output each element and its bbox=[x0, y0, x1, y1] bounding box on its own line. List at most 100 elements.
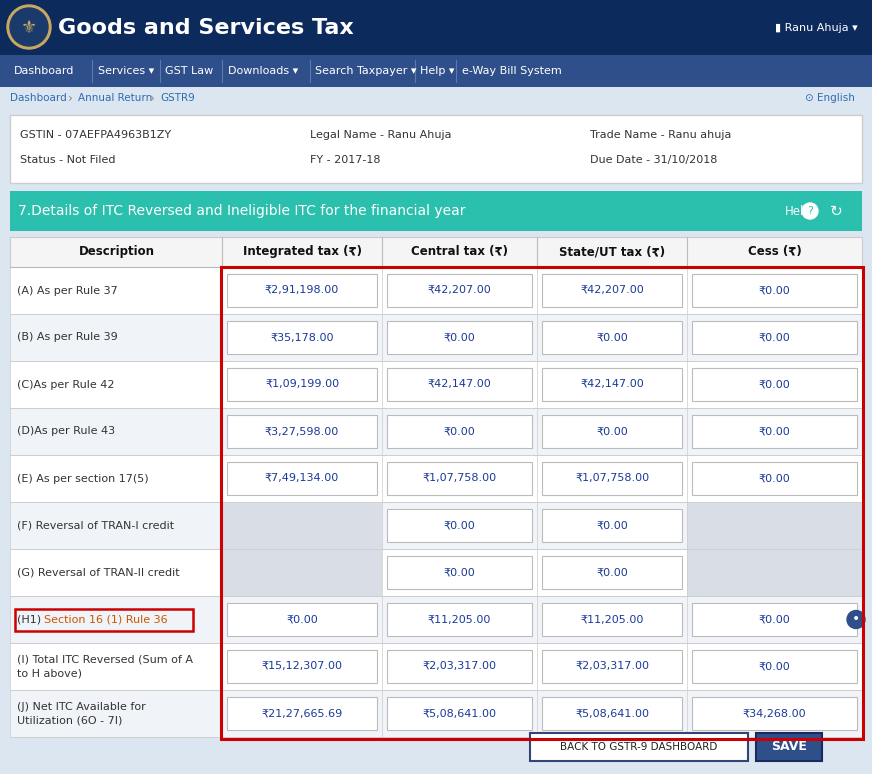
Text: ₹15,12,307.00: ₹15,12,307.00 bbox=[262, 662, 343, 672]
Bar bbox=[387, 603, 532, 636]
Text: ₹0.00: ₹0.00 bbox=[444, 567, 475, 577]
Text: ›: › bbox=[68, 91, 73, 104]
Bar bbox=[10, 549, 862, 596]
Bar bbox=[542, 697, 682, 730]
Bar bbox=[15, 608, 193, 631]
Text: (F) Reversal of TRAN-I credit: (F) Reversal of TRAN-I credit bbox=[17, 520, 174, 530]
Bar bbox=[692, 368, 857, 401]
Text: ₹1,09,199.00: ₹1,09,199.00 bbox=[265, 379, 339, 389]
Text: Services ▾: Services ▾ bbox=[98, 66, 154, 76]
Text: Legal Name - Ranu Ahuja: Legal Name - Ranu Ahuja bbox=[310, 130, 452, 140]
Text: (I) Total ITC Reversed (Sum of A: (I) Total ITC Reversed (Sum of A bbox=[17, 655, 193, 665]
Bar bbox=[222, 502, 382, 549]
Bar bbox=[387, 274, 532, 307]
Bar bbox=[687, 549, 862, 596]
Text: ₹1,07,758.00: ₹1,07,758.00 bbox=[575, 474, 649, 484]
Text: ₹2,91,198.00: ₹2,91,198.00 bbox=[265, 286, 339, 296]
Text: ↻: ↻ bbox=[830, 204, 842, 218]
Text: ⚜: ⚜ bbox=[21, 19, 37, 37]
Text: ₹0.00: ₹0.00 bbox=[759, 286, 790, 296]
Bar bbox=[227, 274, 377, 307]
Text: ₹5,08,641.00: ₹5,08,641.00 bbox=[575, 708, 649, 718]
Text: BACK TO GSTR-9 DASHBOARD: BACK TO GSTR-9 DASHBOARD bbox=[561, 742, 718, 752]
Text: Search Taxpayer ▾: Search Taxpayer ▾ bbox=[315, 66, 417, 76]
Bar bbox=[387, 556, 532, 589]
Bar bbox=[542, 650, 682, 683]
Text: ₹1,07,758.00: ₹1,07,758.00 bbox=[422, 474, 496, 484]
Text: ₹42,147.00: ₹42,147.00 bbox=[427, 379, 492, 389]
Bar bbox=[0, 87, 872, 109]
Text: (B) As per Rule 39: (B) As per Rule 39 bbox=[17, 333, 118, 343]
Bar bbox=[387, 321, 532, 354]
Bar bbox=[10, 690, 862, 737]
Text: to H above): to H above) bbox=[17, 669, 82, 679]
Bar bbox=[387, 368, 532, 401]
Text: ₹0.00: ₹0.00 bbox=[596, 520, 628, 530]
Text: (E) As per section 17(5): (E) As per section 17(5) bbox=[17, 474, 148, 484]
Bar bbox=[227, 368, 377, 401]
Bar bbox=[692, 415, 857, 448]
Bar bbox=[756, 733, 822, 761]
Text: Section 16 (1) Rule 36: Section 16 (1) Rule 36 bbox=[44, 615, 167, 625]
Text: Downloads ▾: Downloads ▾ bbox=[228, 66, 298, 76]
Text: e-Way Bill System: e-Way Bill System bbox=[462, 66, 562, 76]
Bar bbox=[542, 368, 682, 401]
Text: ₹0.00: ₹0.00 bbox=[759, 662, 790, 672]
Bar bbox=[530, 733, 748, 761]
Bar bbox=[10, 455, 862, 502]
Bar bbox=[542, 415, 682, 448]
Bar bbox=[10, 643, 862, 690]
Text: ₹42,207.00: ₹42,207.00 bbox=[580, 286, 644, 296]
Text: ₹0.00: ₹0.00 bbox=[596, 567, 628, 577]
Text: ₹42,147.00: ₹42,147.00 bbox=[580, 379, 644, 389]
Bar bbox=[221, 267, 863, 739]
Bar bbox=[542, 603, 682, 636]
Text: GST Law: GST Law bbox=[165, 66, 214, 76]
Text: Annual Return: Annual Return bbox=[78, 93, 153, 103]
Circle shape bbox=[847, 611, 865, 628]
Bar bbox=[542, 462, 682, 495]
Bar bbox=[10, 115, 862, 183]
Bar bbox=[10, 502, 862, 549]
Text: ₹0.00: ₹0.00 bbox=[596, 426, 628, 437]
Text: ₹2,03,317.00: ₹2,03,317.00 bbox=[575, 662, 649, 672]
Text: (H1): (H1) bbox=[17, 615, 41, 625]
Text: ₹11,205.00: ₹11,205.00 bbox=[580, 615, 644, 625]
Text: ₹7,49,134.00: ₹7,49,134.00 bbox=[265, 474, 339, 484]
Text: ⊙ English: ⊙ English bbox=[805, 93, 855, 103]
Text: 7.Details of ITC Reversed and Ineligible ITC for the financial year: 7.Details of ITC Reversed and Ineligible… bbox=[18, 204, 466, 218]
Circle shape bbox=[802, 203, 818, 219]
Bar bbox=[692, 697, 857, 730]
Circle shape bbox=[7, 5, 51, 49]
Text: FY - 2017-18: FY - 2017-18 bbox=[310, 155, 380, 165]
Bar bbox=[687, 502, 862, 549]
Text: GSTR9: GSTR9 bbox=[160, 93, 194, 103]
Text: ₹0.00: ₹0.00 bbox=[596, 333, 628, 343]
Bar bbox=[10, 267, 862, 314]
Text: GSTIN - 07AEFPA4963B1ZY: GSTIN - 07AEFPA4963B1ZY bbox=[20, 130, 171, 140]
Text: ₹0.00: ₹0.00 bbox=[444, 520, 475, 530]
Text: ›: › bbox=[150, 91, 155, 104]
Bar bbox=[692, 274, 857, 307]
Text: Status - Not Filed: Status - Not Filed bbox=[20, 155, 115, 165]
Text: ₹0.00: ₹0.00 bbox=[759, 615, 790, 625]
Bar bbox=[692, 321, 857, 354]
Text: ₹35,178.00: ₹35,178.00 bbox=[270, 333, 334, 343]
Text: (C)As per Rule 42: (C)As per Rule 42 bbox=[17, 379, 114, 389]
Text: ₹0.00: ₹0.00 bbox=[759, 426, 790, 437]
Text: ₹11,205.00: ₹11,205.00 bbox=[428, 615, 491, 625]
Bar bbox=[387, 415, 532, 448]
Text: ₹0.00: ₹0.00 bbox=[759, 379, 790, 389]
Text: State/UT tax (₹): State/UT tax (₹) bbox=[559, 245, 665, 259]
Text: ₹3,27,598.00: ₹3,27,598.00 bbox=[265, 426, 339, 437]
Bar bbox=[227, 650, 377, 683]
Bar bbox=[692, 650, 857, 683]
Text: Integrated tax (₹): Integrated tax (₹) bbox=[242, 245, 362, 259]
Text: ?: ? bbox=[807, 206, 813, 216]
Bar bbox=[542, 556, 682, 589]
Bar bbox=[692, 462, 857, 495]
Bar bbox=[542, 509, 682, 542]
Text: Trade Name - Ranu ahuja: Trade Name - Ranu ahuja bbox=[590, 130, 732, 140]
Text: Utilization (6O - 7I): Utilization (6O - 7I) bbox=[17, 715, 122, 725]
Text: ₹5,08,641.00: ₹5,08,641.00 bbox=[423, 708, 496, 718]
